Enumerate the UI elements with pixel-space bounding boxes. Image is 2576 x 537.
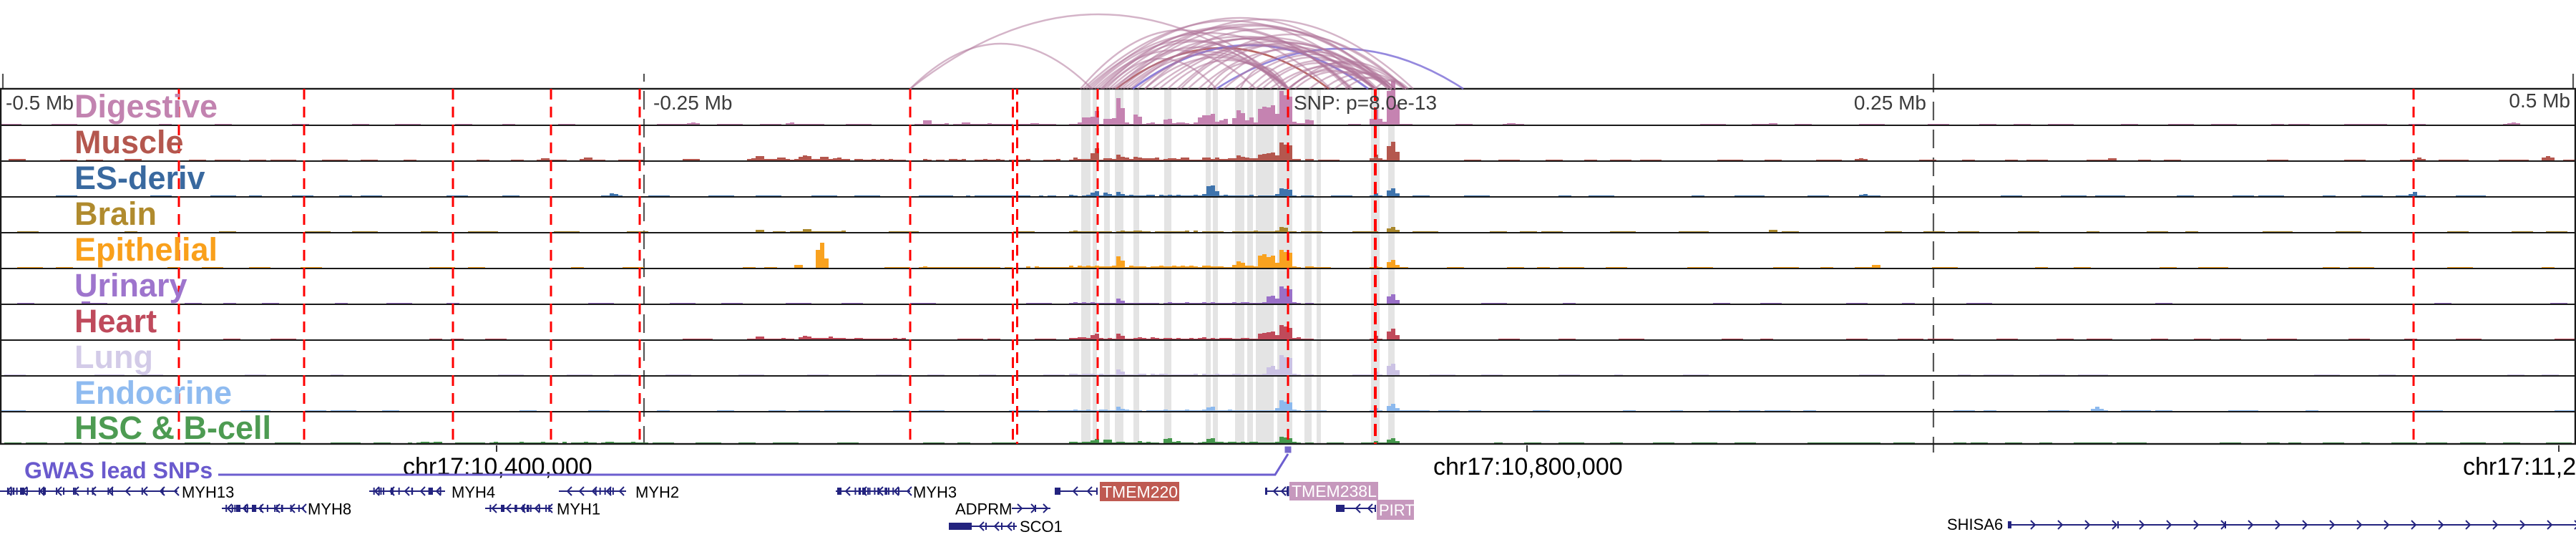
svg-text:ADPRM: ADPRM bbox=[955, 500, 1012, 518]
svg-text:Muscle: Muscle bbox=[74, 124, 184, 160]
svg-text:TMEM220: TMEM220 bbox=[1102, 483, 1178, 501]
svg-text:0.25 Mb: 0.25 Mb bbox=[1854, 92, 1926, 114]
svg-text:GWAS lead SNPs: GWAS lead SNPs bbox=[24, 458, 213, 483]
svg-text:chr17:10,400,000: chr17:10,400,000 bbox=[403, 453, 592, 480]
svg-text:MYH13: MYH13 bbox=[182, 483, 234, 501]
svg-text:Brain: Brain bbox=[74, 195, 157, 232]
svg-text:PIRT: PIRT bbox=[1379, 501, 1415, 519]
svg-text:Digestive: Digestive bbox=[74, 88, 218, 125]
svg-text:Heart: Heart bbox=[74, 303, 157, 339]
svg-text:Lung: Lung bbox=[74, 339, 153, 375]
svg-text:MYH2: MYH2 bbox=[635, 483, 679, 501]
svg-text:0.5 Mb: 0.5 Mb bbox=[2509, 90, 2570, 112]
svg-text:chr17:11,200,000: chr17:11,200,000 bbox=[2463, 453, 2576, 480]
svg-text:-0.5 Mb: -0.5 Mb bbox=[6, 92, 74, 114]
svg-text:chr17:10,800,000: chr17:10,800,000 bbox=[1433, 453, 1623, 480]
svg-text:MYH4: MYH4 bbox=[452, 483, 495, 501]
svg-text:ES-deriv: ES-deriv bbox=[74, 160, 205, 196]
svg-text:Urinary: Urinary bbox=[74, 267, 187, 304]
svg-text:SHISA6: SHISA6 bbox=[1947, 516, 2003, 533]
svg-text:MYH1: MYH1 bbox=[557, 500, 600, 518]
svg-text:-0.25 Mb: -0.25 Mb bbox=[653, 92, 733, 114]
svg-text:SCO1: SCO1 bbox=[1020, 518, 1063, 536]
svg-text:Epithelial: Epithelial bbox=[74, 231, 218, 268]
svg-text:Endocrine: Endocrine bbox=[74, 374, 232, 411]
svg-text:SNP: p=8.0e-13: SNP: p=8.0e-13 bbox=[1294, 92, 1437, 114]
svg-text:TMEM238L: TMEM238L bbox=[1292, 482, 1377, 500]
svg-text:HSC & B-cell: HSC & B-cell bbox=[74, 410, 271, 446]
svg-text:MYH8: MYH8 bbox=[308, 500, 351, 518]
svg-text:MYH3: MYH3 bbox=[913, 483, 957, 501]
